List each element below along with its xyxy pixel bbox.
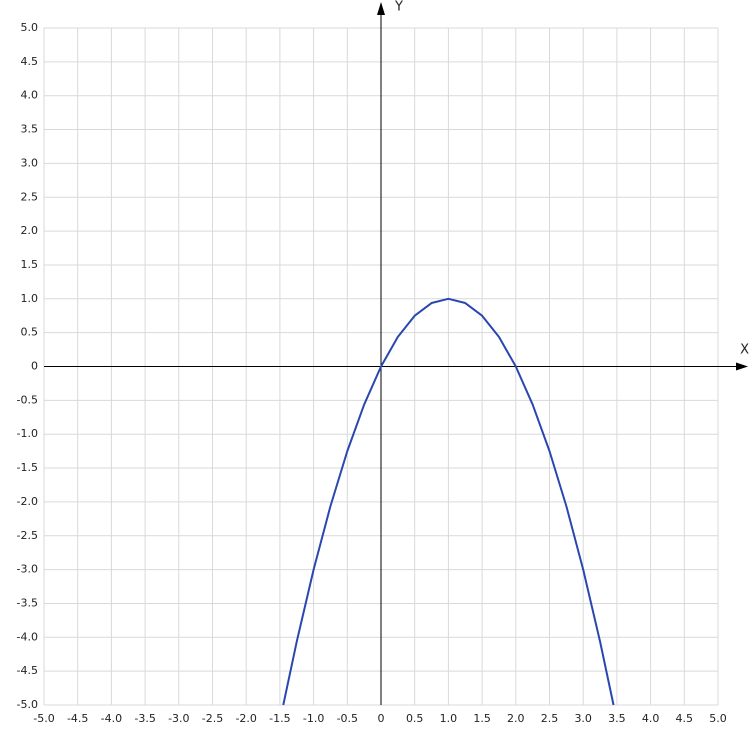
x-axis-arrow bbox=[736, 362, 748, 371]
y-axis-arrow bbox=[377, 2, 385, 15]
x-tick-label: -2.5 bbox=[202, 712, 223, 725]
y-tick-label: -5.0 bbox=[17, 698, 38, 711]
y-tick-label: -1.0 bbox=[17, 427, 38, 440]
x-tick-label: -4.0 bbox=[101, 712, 122, 725]
y-tick-label: 0.5 bbox=[21, 326, 39, 339]
x-tick-label: 2.0 bbox=[507, 712, 525, 725]
x-tick-label: 5.0 bbox=[709, 712, 727, 725]
y-tick-label: -2.5 bbox=[17, 529, 38, 542]
x-tick-label: -3.5 bbox=[134, 712, 155, 725]
y-tick-label: -4.5 bbox=[17, 664, 38, 677]
y-tick-label: 4.5 bbox=[21, 55, 39, 68]
y-tick-label: 3.5 bbox=[21, 123, 39, 136]
y-tick-label: -1.5 bbox=[17, 461, 38, 474]
y-tick-label: 5.0 bbox=[21, 21, 39, 34]
x-tick-label: 3.0 bbox=[574, 712, 592, 725]
x-tick-label: 2.5 bbox=[541, 712, 559, 725]
y-tick-label: -0.5 bbox=[17, 393, 38, 406]
y-tick-label: 2.0 bbox=[21, 224, 39, 237]
x-tick-label: 0 bbox=[378, 712, 385, 725]
y-tick-label: -3.5 bbox=[17, 596, 38, 609]
x-tick-label: -0.5 bbox=[337, 712, 358, 725]
y-tick-label: 1.5 bbox=[21, 258, 39, 271]
y-axis-label: Y bbox=[394, 0, 403, 15]
x-tick-label: -4.5 bbox=[67, 712, 88, 725]
y-tick-label: -4.0 bbox=[17, 630, 38, 643]
x-tick-label: -5.0 bbox=[33, 712, 54, 725]
x-tick-label: 1.5 bbox=[473, 712, 491, 725]
y-tick-label: 0 bbox=[31, 360, 38, 373]
y-tick-label: -3.0 bbox=[17, 563, 38, 576]
x-tick-label: 1.0 bbox=[440, 712, 458, 725]
x-tick-label: 4.5 bbox=[676, 712, 694, 725]
x-axis-label: X bbox=[740, 343, 749, 358]
x-tick-label: 3.5 bbox=[608, 712, 626, 725]
x-tick-label: -1.5 bbox=[269, 712, 290, 725]
y-tick-label: 3.0 bbox=[21, 156, 39, 169]
x-tick-label: 4.0 bbox=[642, 712, 660, 725]
x-tick-label: 0.5 bbox=[406, 712, 424, 725]
y-tick-label: 2.5 bbox=[21, 190, 39, 203]
x-tick-label: -3.0 bbox=[168, 712, 189, 725]
x-tick-label: -1.0 bbox=[303, 712, 324, 725]
y-tick-label: -2.0 bbox=[17, 495, 38, 508]
curve bbox=[282, 297, 615, 706]
x-tick-label: -2.0 bbox=[235, 712, 256, 725]
y-tick-label: 1.0 bbox=[21, 292, 39, 305]
y-tick-label: 4.0 bbox=[21, 89, 39, 102]
